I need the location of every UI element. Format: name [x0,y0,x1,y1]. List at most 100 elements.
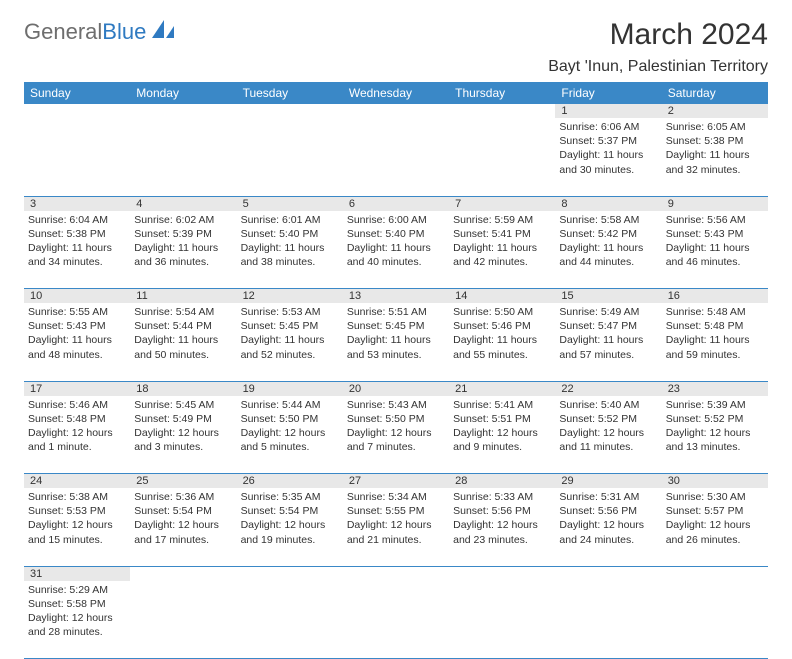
sunrise-line: Sunrise: 5:30 AM [666,490,764,504]
day-cell: Sunrise: 5:45 AMSunset: 5:49 PMDaylight:… [130,396,236,474]
day-cell-text: Sunrise: 6:04 AMSunset: 5:38 PMDaylight:… [28,213,126,270]
sunset-line: Sunset: 5:45 PM [347,319,445,333]
day-number [343,104,449,118]
day-number [24,104,130,118]
day-cell: Sunrise: 6:04 AMSunset: 5:38 PMDaylight:… [24,211,130,289]
logo-text: GeneralBlue [24,19,146,45]
daylight1-line: Daylight: 11 hours [28,241,126,255]
sunset-line: Sunset: 5:52 PM [559,412,657,426]
day-number: 24 [24,474,130,489]
daylight2-line: and 50 minutes. [134,348,232,362]
daylight1-line: Daylight: 12 hours [453,426,551,440]
sunrise-line: Sunrise: 5:40 AM [559,398,657,412]
calendar-table: Sunday Monday Tuesday Wednesday Thursday… [24,82,768,659]
sunrise-line: Sunrise: 6:01 AM [241,213,339,227]
weekday-header: Thursday [449,82,555,104]
daylight2-line: and 40 minutes. [347,255,445,269]
sunrise-line: Sunrise: 5:55 AM [28,305,126,319]
daylight2-line: and 44 minutes. [559,255,657,269]
daylight2-line: and 42 minutes. [453,255,551,269]
day-cell [449,118,555,196]
logo-text-blue: Blue [102,19,146,44]
day-cell: Sunrise: 5:29 AMSunset: 5:58 PMDaylight:… [24,581,130,659]
sunrise-line: Sunrise: 5:38 AM [28,490,126,504]
day-cell-text: Sunrise: 5:46 AMSunset: 5:48 PMDaylight:… [28,398,126,455]
day-cell [130,581,236,659]
week-row: Sunrise: 6:04 AMSunset: 5:38 PMDaylight:… [24,211,768,289]
sunrise-line: Sunrise: 5:59 AM [453,213,551,227]
day-cell-text: Sunrise: 6:05 AMSunset: 5:38 PMDaylight:… [666,120,764,177]
day-number: 21 [449,381,555,396]
day-cell [555,581,661,659]
sunset-line: Sunset: 5:39 PM [134,227,232,241]
sunset-line: Sunset: 5:40 PM [241,227,339,241]
day-number [555,566,661,581]
daylight1-line: Daylight: 12 hours [241,518,339,532]
day-cell: Sunrise: 5:48 AMSunset: 5:48 PMDaylight:… [662,303,768,381]
daylight2-line: and 53 minutes. [347,348,445,362]
day-cell-text: Sunrise: 5:53 AMSunset: 5:45 PMDaylight:… [241,305,339,362]
daylight2-line: and 26 minutes. [666,533,764,547]
sunrise-line: Sunrise: 5:58 AM [559,213,657,227]
week-row: Sunrise: 5:29 AMSunset: 5:58 PMDaylight:… [24,581,768,659]
sunrise-line: Sunrise: 5:46 AM [28,398,126,412]
day-number: 9 [662,196,768,211]
daynum-row: 24252627282930 [24,474,768,489]
day-number: 22 [555,381,661,396]
week-row: Sunrise: 5:38 AMSunset: 5:53 PMDaylight:… [24,488,768,566]
daylight1-line: Daylight: 12 hours [28,518,126,532]
daylight2-line: and 24 minutes. [559,533,657,547]
daylight1-line: Daylight: 11 hours [666,333,764,347]
daylight1-line: Daylight: 11 hours [453,333,551,347]
location-label: Bayt 'Inun, Palestinian Territory [548,58,768,76]
daylight2-line: and 3 minutes. [134,440,232,454]
day-number: 19 [237,381,343,396]
daylight1-line: Daylight: 12 hours [347,426,445,440]
daylight2-line: and 19 minutes. [241,533,339,547]
day-cell-text: Sunrise: 5:48 AMSunset: 5:48 PMDaylight:… [666,305,764,362]
day-cell: Sunrise: 5:40 AMSunset: 5:52 PMDaylight:… [555,396,661,474]
sunset-line: Sunset: 5:51 PM [453,412,551,426]
sunset-line: Sunset: 5:37 PM [559,134,657,148]
day-cell-text: Sunrise: 5:44 AMSunset: 5:50 PMDaylight:… [241,398,339,455]
day-number: 1 [555,104,661,118]
day-cell: Sunrise: 5:38 AMSunset: 5:53 PMDaylight:… [24,488,130,566]
daylight1-line: Daylight: 11 hours [559,241,657,255]
daylight1-line: Daylight: 12 hours [666,426,764,440]
sunset-line: Sunset: 5:57 PM [666,504,764,518]
sunrise-line: Sunrise: 5:56 AM [666,213,764,227]
header-row: GeneralBlue March 2024 Bayt 'Inun, Pales… [24,18,768,76]
day-cell-text: Sunrise: 5:39 AMSunset: 5:52 PMDaylight:… [666,398,764,455]
sunrise-line: Sunrise: 5:54 AM [134,305,232,319]
day-number [130,104,236,118]
sunset-line: Sunset: 5:48 PM [28,412,126,426]
day-cell-text: Sunrise: 5:54 AMSunset: 5:44 PMDaylight:… [134,305,232,362]
sunrise-line: Sunrise: 5:36 AM [134,490,232,504]
day-number: 2 [662,104,768,118]
day-cell: Sunrise: 6:01 AMSunset: 5:40 PMDaylight:… [237,211,343,289]
day-cell: Sunrise: 5:59 AMSunset: 5:41 PMDaylight:… [449,211,555,289]
day-cell: Sunrise: 5:41 AMSunset: 5:51 PMDaylight:… [449,396,555,474]
day-cell-text: Sunrise: 5:30 AMSunset: 5:57 PMDaylight:… [666,490,764,547]
daylight2-line: and 34 minutes. [28,255,126,269]
sunset-line: Sunset: 5:43 PM [666,227,764,241]
day-cell-text: Sunrise: 5:58 AMSunset: 5:42 PMDaylight:… [559,213,657,270]
daylight1-line: Daylight: 11 hours [347,333,445,347]
day-cell: Sunrise: 5:43 AMSunset: 5:50 PMDaylight:… [343,396,449,474]
day-cell: Sunrise: 5:56 AMSunset: 5:43 PMDaylight:… [662,211,768,289]
daylight2-line: and 9 minutes. [453,440,551,454]
sunset-line: Sunset: 5:41 PM [453,227,551,241]
week-row: Sunrise: 5:55 AMSunset: 5:43 PMDaylight:… [24,303,768,381]
daylight2-line: and 23 minutes. [453,533,551,547]
day-cell: Sunrise: 5:34 AMSunset: 5:55 PMDaylight:… [343,488,449,566]
daylight1-line: Daylight: 11 hours [453,241,551,255]
sunset-line: Sunset: 5:47 PM [559,319,657,333]
day-cell-text: Sunrise: 5:56 AMSunset: 5:43 PMDaylight:… [666,213,764,270]
sunrise-line: Sunrise: 5:48 AM [666,305,764,319]
sunrise-line: Sunrise: 5:53 AM [241,305,339,319]
day-number [130,566,236,581]
daylight2-line: and 48 minutes. [28,348,126,362]
day-cell-text: Sunrise: 5:38 AMSunset: 5:53 PMDaylight:… [28,490,126,547]
day-cell-text: Sunrise: 5:35 AMSunset: 5:54 PMDaylight:… [241,490,339,547]
day-cell: Sunrise: 6:05 AMSunset: 5:38 PMDaylight:… [662,118,768,196]
